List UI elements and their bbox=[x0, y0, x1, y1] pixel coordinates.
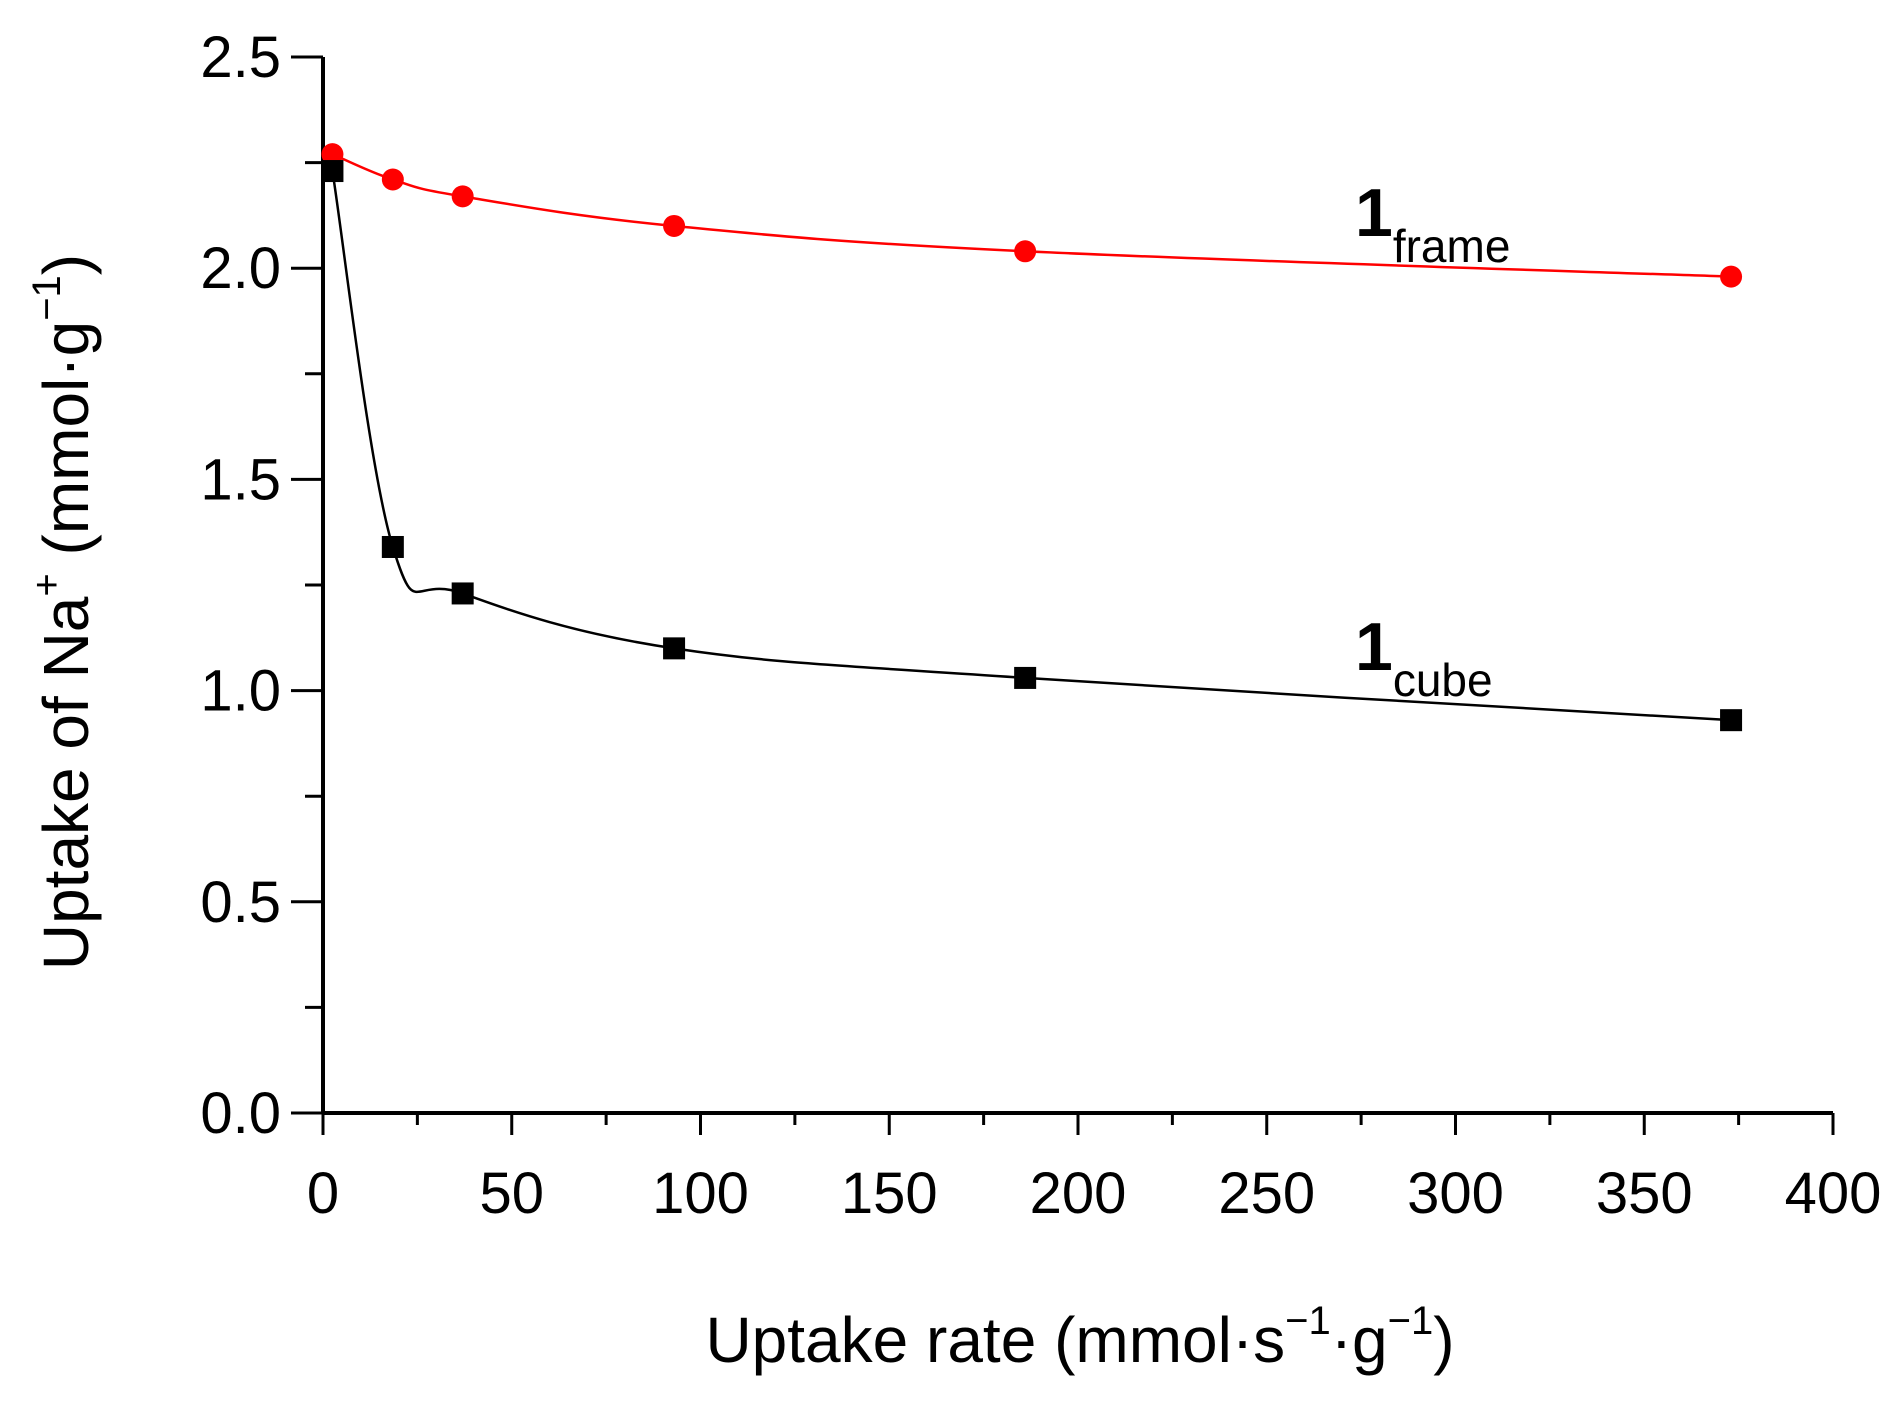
x-tick-label: 350 bbox=[1596, 1161, 1693, 1226]
y-tick-label: 2.0 bbox=[200, 236, 281, 301]
data-point-cube bbox=[1014, 666, 1037, 689]
y-axis-title-exp1: + bbox=[25, 573, 69, 596]
series-line-cube bbox=[331, 170, 1732, 722]
axes: 0 50 100 150 200 250 300 350 400 0.0 0.5 1.0 1.5 2.0… bbox=[200, 25, 1881, 1226]
y-tick-label: 1.0 bbox=[200, 659, 281, 724]
x-axis-title-suffix: ) bbox=[1433, 1304, 1454, 1376]
series-layer bbox=[321, 143, 1743, 732]
x-axis-title: Uptake rate (mmol·s−1·g−1) bbox=[705, 1299, 1454, 1376]
y-tick-label: 0.0 bbox=[200, 1081, 281, 1146]
x-tick-label: 100 bbox=[652, 1161, 749, 1226]
data-point-frame bbox=[663, 214, 686, 237]
x-axis-title-exp1: −1 bbox=[1285, 1299, 1331, 1343]
data-point-frame bbox=[381, 168, 404, 191]
series-cube bbox=[321, 160, 1743, 732]
series-frame bbox=[321, 143, 1743, 288]
x-axis-title-prefix: Uptake rate (mmol·s bbox=[705, 1304, 1285, 1376]
series-label-frame: 1frame bbox=[1355, 175, 1510, 272]
x-tick-label: 200 bbox=[1030, 1161, 1127, 1226]
x-tick-label: 250 bbox=[1218, 1161, 1315, 1226]
y-axis-title-middle: (mmol·g bbox=[30, 321, 102, 573]
y-ticks: 0.0 0.5 1.0 1.5 2.0 2.5 bbox=[200, 25, 323, 1146]
x-axis-title-middle: ·g bbox=[1331, 1304, 1388, 1376]
x-tick-label: 400 bbox=[1785, 1161, 1882, 1226]
y-tick-label: 0.5 bbox=[200, 870, 281, 935]
data-point-frame bbox=[1720, 265, 1743, 288]
data-point-cube bbox=[451, 582, 474, 605]
series-line-frame bbox=[331, 152, 1732, 278]
x-axis-title-exp2: −1 bbox=[1388, 1299, 1434, 1343]
data-point-cube bbox=[321, 160, 344, 183]
y-axis-title: Uptake of Na+ (mmol·g−1) bbox=[25, 254, 102, 970]
data-point-frame bbox=[321, 143, 344, 166]
data-point-cube bbox=[1720, 709, 1743, 732]
y-axis-title-suffix: ) bbox=[30, 254, 102, 275]
y-tick-label: 2.5 bbox=[200, 25, 281, 90]
series-label-cube-main: 1 bbox=[1355, 609, 1393, 685]
data-point-frame bbox=[451, 185, 474, 208]
series-label-cube: 1cube bbox=[1355, 609, 1493, 706]
y-axis-title-exp2: −1 bbox=[25, 275, 69, 321]
x-tick-label: 0 bbox=[307, 1161, 339, 1226]
x-tick-label: 50 bbox=[479, 1161, 544, 1226]
x-ticks: 0 50 100 150 200 250 300 350 400 bbox=[307, 1113, 1882, 1226]
data-point-cube bbox=[381, 535, 404, 558]
data-point-frame bbox=[1014, 240, 1037, 263]
x-tick-label: 150 bbox=[841, 1161, 938, 1226]
x-tick-label: 300 bbox=[1407, 1161, 1504, 1226]
data-point-cube bbox=[663, 637, 686, 660]
series-label-frame-main: 1 bbox=[1355, 175, 1393, 251]
y-axis-title-prefix: Uptake of Na bbox=[30, 596, 102, 970]
series-label-cube-sub: cube bbox=[1393, 654, 1493, 706]
series-label-frame-sub: frame bbox=[1393, 220, 1511, 272]
y-tick-label: 1.5 bbox=[200, 447, 281, 512]
